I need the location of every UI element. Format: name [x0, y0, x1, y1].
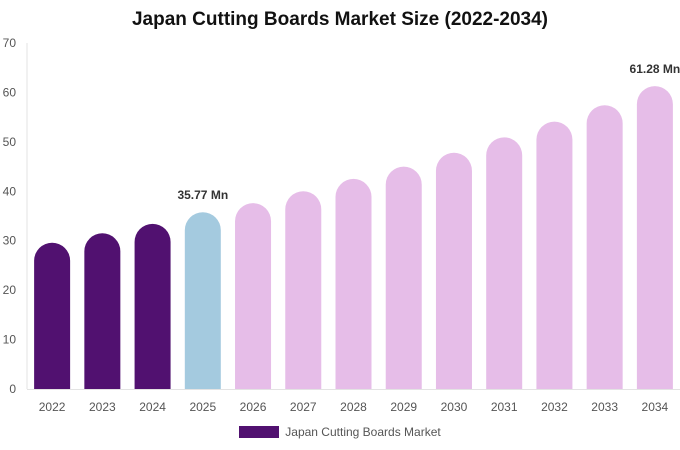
y-tick-label: 70: [3, 36, 17, 50]
legend-label: Japan Cutting Boards Market: [285, 425, 441, 439]
bar-2034: [636, 86, 673, 389]
y-tick-label: 60: [3, 85, 17, 99]
x-tick-label: 2022: [39, 400, 66, 414]
bar-2033: [586, 105, 623, 389]
x-tick-label: 2030: [441, 400, 468, 414]
bar-2026: [235, 203, 272, 389]
bar-2030: [435, 152, 472, 389]
bar-2027: [285, 191, 322, 389]
data-label: 35.77 Mn: [177, 188, 228, 202]
x-tick-label: 2026: [240, 400, 267, 414]
x-tick-label: 2034: [642, 400, 669, 414]
x-tick-label: 2033: [591, 400, 618, 414]
x-tick-label: 2024: [139, 400, 166, 414]
bar-2025: [184, 212, 221, 389]
y-tick-label: 0: [9, 382, 16, 396]
bar-2028: [335, 178, 372, 389]
bar-2031: [486, 137, 523, 389]
x-tick-label: 2029: [390, 400, 417, 414]
bar-2022: [34, 242, 71, 389]
x-tick-label: 2023: [89, 400, 116, 414]
data-label: 61.28 Mn: [630, 62, 680, 76]
y-tick-label: 20: [3, 283, 17, 297]
chart-title: Japan Cutting Boards Market Size (2022-2…: [131, 9, 549, 30]
bar-2023: [84, 233, 121, 389]
x-tick-label: 2028: [340, 400, 367, 414]
y-tick-label: 40: [3, 184, 17, 198]
legend-swatch: [239, 426, 280, 438]
y-tick-label: 10: [3, 333, 17, 347]
x-tick-label: 2027: [290, 400, 317, 414]
bar-2032: [536, 121, 573, 390]
legend: Japan Cutting Boards Market: [0, 425, 680, 439]
y-tick-label: 30: [3, 234, 17, 248]
y-tick-label: 50: [3, 135, 17, 149]
bar-2029: [385, 166, 422, 389]
bar-2024: [134, 223, 171, 389]
x-tick-label: 2032: [541, 400, 568, 414]
x-tick-label: 2025: [189, 400, 216, 414]
x-tick-label: 2031: [491, 400, 518, 414]
